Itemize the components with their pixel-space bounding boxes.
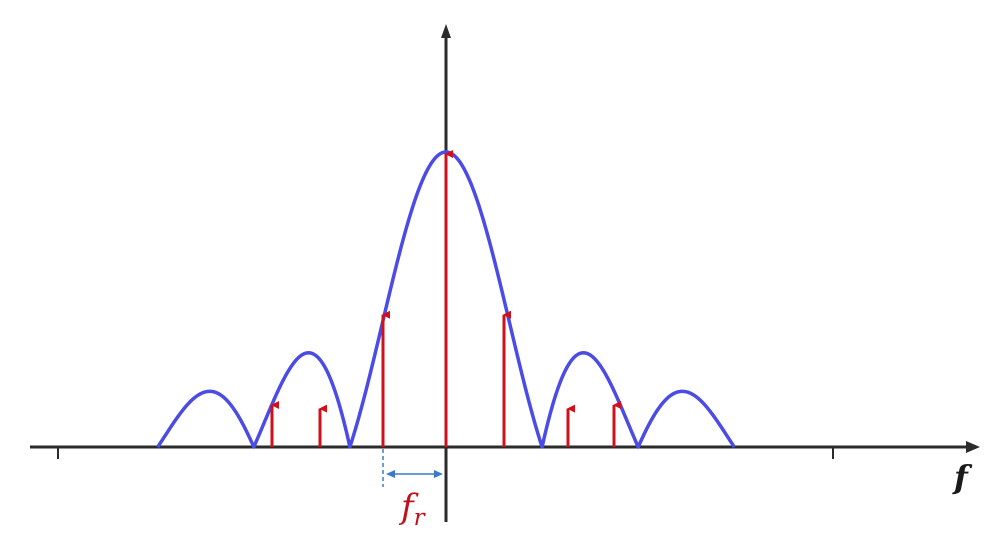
axis-label-f: f [952,458,973,496]
frequency-axis-arrowhead [966,441,980,453]
spacing-arrowhead-right [434,470,443,478]
amplitude-axis-arrowhead [441,24,451,38]
spectral-lines [270,150,621,447]
spacing-arrowhead-left [386,470,395,478]
spacing-label: fr [398,487,427,531]
